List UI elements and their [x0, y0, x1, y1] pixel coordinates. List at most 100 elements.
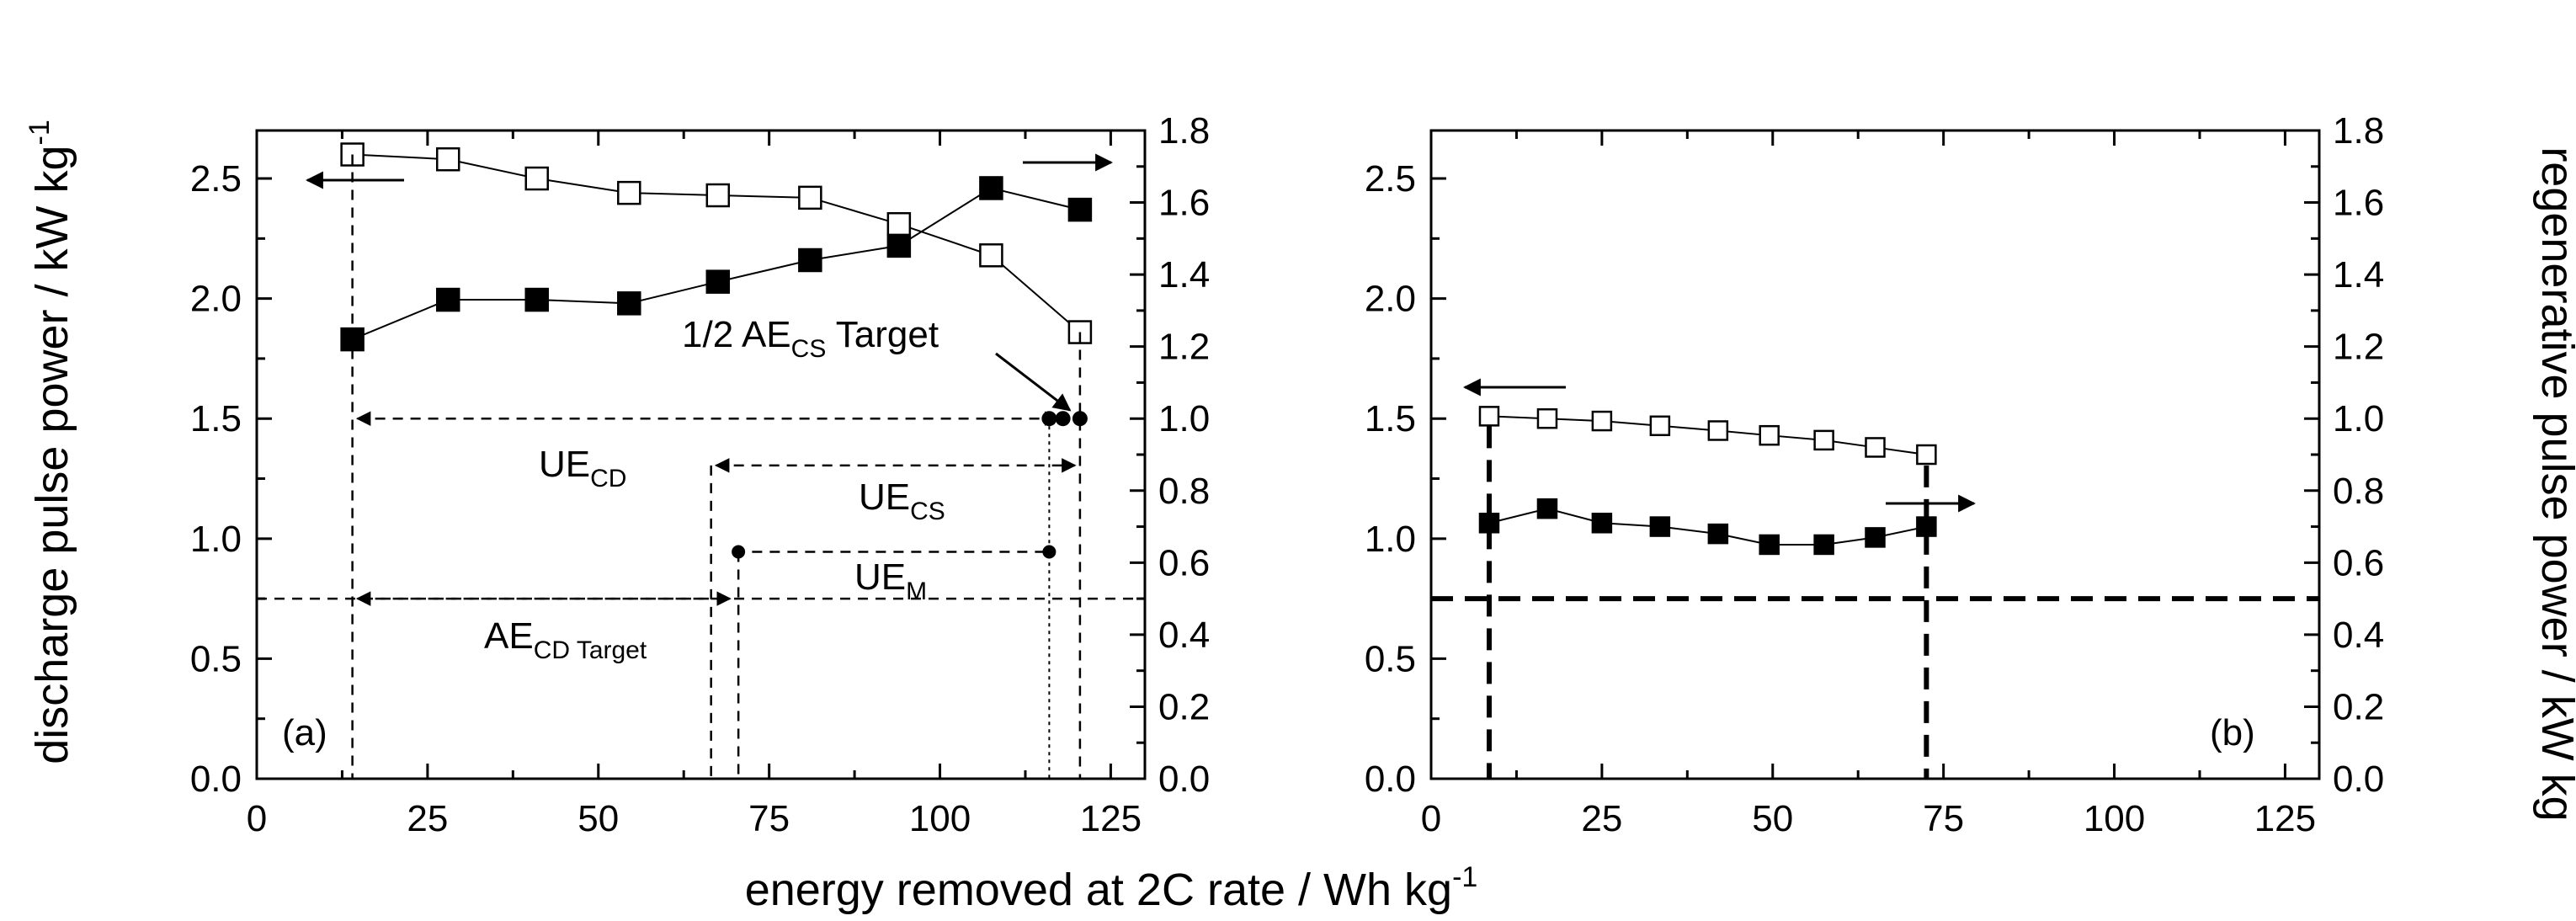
- data-point-a-0-2: [524, 166, 549, 191]
- x-tick-label-a-4: 100: [909, 798, 971, 839]
- data-point-a-0-3: [617, 180, 641, 205]
- x-axis-title: energy removed at 2C rate / Wh kg-1: [745, 861, 1478, 915]
- y-axis-title-left-main: discharge pulse power / kW kg: [27, 145, 77, 764]
- y-right-tick-label-a-4: 0.8: [1158, 471, 1210, 512]
- label-ue-m-sub: M: [906, 578, 927, 605]
- y-right-tick-label-a-6: 1.2: [1158, 327, 1210, 368]
- y-right-tick-label-a-3: 0.6: [1158, 542, 1210, 583]
- arrow-half-ae-cs-pointer: [995, 352, 1072, 412]
- y-left-tick-label-a-5: 2.5: [190, 158, 242, 200]
- y-axis-title-right: regenerative pulse power / kW kg: [2532, 146, 2576, 821]
- data-point-a-0-7: [979, 243, 1003, 268]
- data-point-a-1-8: [1067, 197, 1093, 222]
- x-tick-label-b-5: 125: [2254, 798, 2316, 839]
- y-left-tick-label-b-5: 2.5: [1365, 158, 1416, 200]
- y-axis-title-left-sup: -1: [24, 120, 56, 145]
- y-right-tick-label-b-9: 1.8: [2333, 110, 2384, 152]
- y-axis-title-left: discharge pulse power / kW kg-1: [24, 120, 77, 764]
- data-point-a-0-1: [435, 146, 460, 172]
- dot-ue-m-start: [732, 545, 746, 559]
- y-right-tick-label-b-2: 0.4: [2333, 615, 2384, 656]
- data-point-a-1-7: [979, 176, 1003, 200]
- data-point-b-1-7: [1865, 527, 1886, 548]
- data-point-b-0-0: [1478, 406, 1500, 427]
- y-right-tick-label-a-1: 0.2: [1158, 686, 1210, 727]
- y-left-tick-label-b-1: 0.5: [1365, 638, 1416, 679]
- y-right-tick-label-b-1: 0.2: [2333, 686, 2384, 727]
- label-ue-cs-sub: CS: [910, 498, 945, 525]
- series-line-a-0: [352, 153, 1081, 333]
- data-point-b-0-5: [1759, 424, 1780, 446]
- data-point-a-1-5: [798, 248, 822, 273]
- dot-ue-m-end: [1042, 545, 1056, 559]
- data-point-b-0-7: [1865, 437, 1886, 458]
- y-right-tick-label-b-6: 1.2: [2333, 327, 2384, 368]
- x-axis-title-main: energy removed at 2C rate / Wh kg: [745, 865, 1452, 915]
- label-ue-cd: UECD: [539, 444, 626, 492]
- data-point-b-1-4: [1707, 523, 1729, 545]
- y-left-tick-label-a-4: 2.0: [190, 279, 242, 320]
- y-left-tick-label-b-4: 2.0: [1365, 279, 1416, 320]
- dot-ue-cd-end-a: [1041, 411, 1057, 427]
- label-ue-cd-sub: CD: [590, 465, 626, 492]
- x-axis-title-sup: -1: [1452, 861, 1477, 893]
- plot-frame-a: [255, 129, 1147, 780]
- y-right-tick-label-a-2: 0.4: [1158, 615, 1210, 656]
- label-half-ae-cs-target-sub: CS: [791, 335, 827, 363]
- label-ae-cd-target-sub: CD Target: [534, 636, 647, 664]
- data-point-b-0-4: [1707, 420, 1729, 441]
- y-right-tick-label-b-3: 0.6: [2333, 542, 2384, 583]
- y-right-tick-label-a-8: 1.6: [1158, 183, 1210, 224]
- y-right-tick-label-a-5: 1.0: [1158, 398, 1210, 439]
- x-tick-label-b-3: 75: [1923, 798, 1964, 839]
- data-point-a-1-1: [435, 287, 460, 312]
- data-point-a-1-4: [705, 269, 731, 294]
- y-right-tick-label-b-7: 1.4: [2333, 254, 2384, 295]
- data-point-b-0-6: [1813, 429, 1834, 451]
- dot-half-ae-cs: [1072, 411, 1088, 427]
- label-ae-cd-target-main: AE: [484, 615, 534, 657]
- label-ue-cd-main: UE: [539, 444, 590, 485]
- label-ue-cs: UECS: [859, 476, 945, 525]
- x-tick-label-b-2: 50: [1752, 798, 1793, 839]
- y-left-tick-label-b-3: 1.5: [1365, 398, 1416, 439]
- y-right-tick-label-b-8: 1.6: [2333, 183, 2384, 224]
- data-point-a-0-5: [798, 185, 822, 210]
- x-tick-label-b-4: 100: [2084, 798, 2145, 839]
- data-point-a-1-2: [524, 287, 549, 312]
- data-point-a-0-6: [886, 211, 912, 237]
- data-point-b-1-3: [1649, 516, 1671, 537]
- y-left-tick-label-b-0: 0.0: [1365, 759, 1416, 800]
- label-ue-m-main: UE: [854, 556, 906, 598]
- x-tick-label-b-1: 25: [1581, 798, 1622, 839]
- data-point-b-1-6: [1813, 534, 1834, 556]
- y-right-tick-label-b-0: 0.0: [2333, 759, 2384, 800]
- panel-b: 0 25 50 75 100 125 0.0 0.5 1.0 1.5 2.0 2.5 0.0 0.2 0.4…: [1365, 110, 2384, 839]
- data-point-a-1-3: [617, 291, 641, 316]
- x-tick-label-a-2: 50: [577, 798, 619, 839]
- label-half-ae-cs-target: 1/2 AECS Target: [682, 314, 939, 363]
- dot-ue-cd-end-b: [1055, 411, 1071, 427]
- label-ue-cs-main: UE: [859, 476, 910, 518]
- label-half-ae-cs-target-tail: Target: [826, 314, 939, 355]
- panel-label-a: (a): [282, 712, 327, 753]
- x-tick-label-a-5: 125: [1080, 798, 1142, 839]
- y-left-tick-label-a-2: 1.0: [190, 519, 242, 560]
- data-point-b-1-5: [1759, 534, 1780, 556]
- y-right-tick-label-b-4: 0.8: [2333, 471, 2384, 512]
- data-point-b-1-1: [1536, 498, 1558, 519]
- data-point-b-0-2: [1591, 410, 1613, 432]
- y-left-tick-label-b-2: 1.0: [1365, 519, 1416, 560]
- x-tick-label-a-3: 75: [748, 798, 790, 839]
- data-point-b-1-2: [1591, 513, 1613, 534]
- label-half-ae-cs-target-main: 1/2 AE: [682, 314, 791, 355]
- y-right-tick-label-a-0: 0.0: [1158, 759, 1210, 800]
- label-ue-m: UEM: [854, 556, 927, 605]
- y-left-tick-label-a-3: 1.5: [190, 398, 242, 439]
- x-tick-label-b-0: 0: [1421, 798, 1441, 839]
- y-left-tick-label-a-1: 0.5: [190, 638, 242, 679]
- y-right-tick-label-b-5: 1.0: [2333, 398, 2384, 439]
- y-right-tick-label-a-7: 1.4: [1158, 254, 1210, 295]
